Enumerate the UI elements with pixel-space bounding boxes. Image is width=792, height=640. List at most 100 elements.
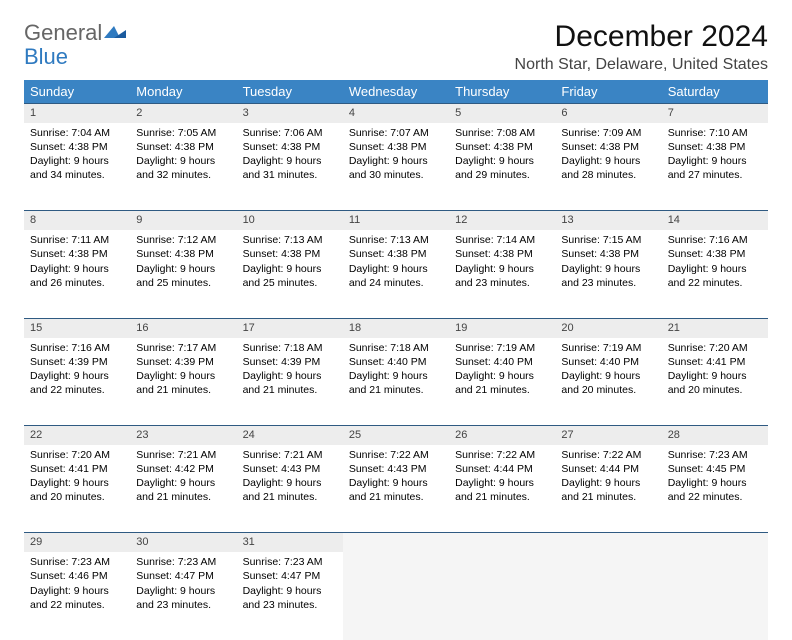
content-row: Sunrise: 7:23 AMSunset: 4:46 PMDaylight:… (24, 552, 768, 640)
day-number: 2 (130, 104, 236, 123)
sunrise-line: Sunrise: 7:18 AM (349, 341, 443, 355)
daynum-row: 1234567 (24, 104, 768, 123)
day-cell: Sunrise: 7:20 AMSunset: 4:41 PMDaylight:… (662, 338, 768, 426)
sunrise-line: Sunrise: 7:05 AM (136, 126, 230, 140)
sunrise-line: Sunrise: 7:09 AM (561, 126, 655, 140)
sunset-line: Sunset: 4:40 PM (561, 355, 655, 369)
day-cell: Sunrise: 7:10 AMSunset: 4:38 PMDaylight:… (662, 123, 768, 211)
day-number: 11 (343, 211, 449, 230)
day-cell (662, 552, 768, 640)
daynum-row: 22232425262728 (24, 426, 768, 445)
sunrise-line: Sunrise: 7:22 AM (349, 448, 443, 462)
day-number: 18 (343, 318, 449, 337)
daynum-row: 15161718192021 (24, 318, 768, 337)
daynum-row: 293031 (24, 533, 768, 552)
day-cell: Sunrise: 7:18 AMSunset: 4:40 PMDaylight:… (343, 338, 449, 426)
sunrise-line: Sunrise: 7:11 AM (30, 233, 124, 247)
daylight-line: Daylight: 9 hours and 21 minutes. (455, 476, 549, 504)
sunrise-line: Sunrise: 7:18 AM (243, 341, 337, 355)
day-number (449, 533, 555, 552)
sunset-line: Sunset: 4:39 PM (30, 355, 124, 369)
daylight-line: Daylight: 9 hours and 23 minutes. (136, 584, 230, 612)
day-number: 15 (24, 318, 130, 337)
daylight-line: Daylight: 9 hours and 34 minutes. (30, 154, 124, 182)
content-row: Sunrise: 7:16 AMSunset: 4:39 PMDaylight:… (24, 338, 768, 426)
day-number: 19 (449, 318, 555, 337)
day-cell: Sunrise: 7:22 AMSunset: 4:44 PMDaylight:… (555, 445, 661, 533)
sunrise-line: Sunrise: 7:13 AM (243, 233, 337, 247)
weekday-header-row: Sunday Monday Tuesday Wednesday Thursday… (24, 80, 768, 104)
day-cell (449, 552, 555, 640)
daylight-line: Daylight: 9 hours and 20 minutes. (668, 369, 762, 397)
day-number: 5 (449, 104, 555, 123)
content-row: Sunrise: 7:04 AMSunset: 4:38 PMDaylight:… (24, 123, 768, 211)
sunset-line: Sunset: 4:38 PM (455, 247, 549, 261)
day-cell: Sunrise: 7:16 AMSunset: 4:38 PMDaylight:… (662, 230, 768, 318)
sunrise-line: Sunrise: 7:06 AM (243, 126, 337, 140)
day-cell: Sunrise: 7:23 AMSunset: 4:47 PMDaylight:… (237, 552, 343, 640)
daylight-line: Daylight: 9 hours and 23 minutes. (243, 584, 337, 612)
day-cell (555, 552, 661, 640)
month-title: December 2024 (515, 20, 768, 54)
sunset-line: Sunset: 4:39 PM (136, 355, 230, 369)
day-cell: Sunrise: 7:15 AMSunset: 4:38 PMDaylight:… (555, 230, 661, 318)
sunset-line: Sunset: 4:38 PM (30, 140, 124, 154)
day-cell: Sunrise: 7:13 AMSunset: 4:38 PMDaylight:… (343, 230, 449, 318)
daylight-line: Daylight: 9 hours and 26 minutes. (30, 262, 124, 290)
sunset-line: Sunset: 4:38 PM (561, 140, 655, 154)
day-cell: Sunrise: 7:23 AMSunset: 4:45 PMDaylight:… (662, 445, 768, 533)
logo-text-2: Blue (24, 44, 68, 70)
sunrise-line: Sunrise: 7:23 AM (243, 555, 337, 569)
day-number: 10 (237, 211, 343, 230)
day-cell: Sunrise: 7:20 AMSunset: 4:41 PMDaylight:… (24, 445, 130, 533)
day-number: 17 (237, 318, 343, 337)
day-cell: Sunrise: 7:04 AMSunset: 4:38 PMDaylight:… (24, 123, 130, 211)
day-cell: Sunrise: 7:16 AMSunset: 4:39 PMDaylight:… (24, 338, 130, 426)
sunset-line: Sunset: 4:46 PM (30, 569, 124, 583)
sunrise-line: Sunrise: 7:22 AM (561, 448, 655, 462)
day-cell: Sunrise: 7:08 AMSunset: 4:38 PMDaylight:… (449, 123, 555, 211)
day-cell: Sunrise: 7:22 AMSunset: 4:44 PMDaylight:… (449, 445, 555, 533)
daylight-line: Daylight: 9 hours and 22 minutes. (30, 369, 124, 397)
sunset-line: Sunset: 4:43 PM (349, 462, 443, 476)
daylight-line: Daylight: 9 hours and 21 minutes. (349, 369, 443, 397)
daylight-line: Daylight: 9 hours and 20 minutes. (561, 369, 655, 397)
sunset-line: Sunset: 4:47 PM (243, 569, 337, 583)
day-cell: Sunrise: 7:19 AMSunset: 4:40 PMDaylight:… (449, 338, 555, 426)
day-number: 20 (555, 318, 661, 337)
sunset-line: Sunset: 4:38 PM (243, 247, 337, 261)
daylight-line: Daylight: 9 hours and 22 minutes. (30, 584, 124, 612)
daylight-line: Daylight: 9 hours and 22 minutes. (668, 476, 762, 504)
daylight-line: Daylight: 9 hours and 25 minutes. (136, 262, 230, 290)
daylight-line: Daylight: 9 hours and 21 minutes. (136, 476, 230, 504)
sunrise-line: Sunrise: 7:14 AM (455, 233, 549, 247)
weekday-header: Saturday (662, 80, 768, 104)
calendar-table: Sunday Monday Tuesday Wednesday Thursday… (24, 80, 768, 640)
day-cell: Sunrise: 7:07 AMSunset: 4:38 PMDaylight:… (343, 123, 449, 211)
sunrise-line: Sunrise: 7:08 AM (455, 126, 549, 140)
day-number: 7 (662, 104, 768, 123)
daylight-line: Daylight: 9 hours and 20 minutes. (30, 476, 124, 504)
sunrise-line: Sunrise: 7:15 AM (561, 233, 655, 247)
day-number: 24 (237, 426, 343, 445)
sunrise-line: Sunrise: 7:23 AM (30, 555, 124, 569)
day-cell: Sunrise: 7:18 AMSunset: 4:39 PMDaylight:… (237, 338, 343, 426)
sunset-line: Sunset: 4:43 PM (243, 462, 337, 476)
daylight-line: Daylight: 9 hours and 24 minutes. (349, 262, 443, 290)
day-cell: Sunrise: 7:17 AMSunset: 4:39 PMDaylight:… (130, 338, 236, 426)
daylight-line: Daylight: 9 hours and 32 minutes. (136, 154, 230, 182)
daylight-line: Daylight: 9 hours and 21 minutes. (243, 476, 337, 504)
sunrise-line: Sunrise: 7:20 AM (668, 341, 762, 355)
sunset-line: Sunset: 4:42 PM (136, 462, 230, 476)
sunrise-line: Sunrise: 7:20 AM (30, 448, 124, 462)
day-number: 31 (237, 533, 343, 552)
sunrise-line: Sunrise: 7:13 AM (349, 233, 443, 247)
day-cell (343, 552, 449, 640)
day-number: 30 (130, 533, 236, 552)
sunset-line: Sunset: 4:38 PM (349, 247, 443, 261)
day-cell: Sunrise: 7:19 AMSunset: 4:40 PMDaylight:… (555, 338, 661, 426)
daylight-line: Daylight: 9 hours and 23 minutes. (561, 262, 655, 290)
content-row: Sunrise: 7:11 AMSunset: 4:38 PMDaylight:… (24, 230, 768, 318)
sunset-line: Sunset: 4:38 PM (136, 247, 230, 261)
sunset-line: Sunset: 4:38 PM (349, 140, 443, 154)
